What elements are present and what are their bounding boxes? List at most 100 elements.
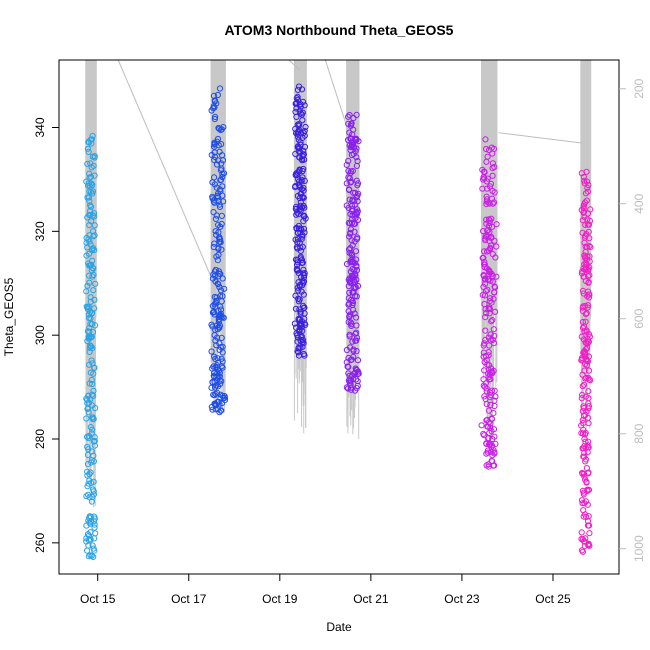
data-point <box>294 93 301 101</box>
data-point <box>294 133 301 140</box>
data-point <box>491 397 498 404</box>
data-point <box>84 160 91 167</box>
data-point <box>84 145 92 152</box>
data-point <box>485 423 492 430</box>
data-point <box>350 189 357 196</box>
data-point <box>296 326 303 333</box>
data-point <box>488 223 496 230</box>
data-point <box>354 216 362 223</box>
data-point <box>217 344 224 351</box>
data-point <box>581 177 588 184</box>
data-point <box>482 280 489 287</box>
data-point <box>84 405 91 412</box>
data-point <box>216 377 223 384</box>
data-point <box>486 229 493 236</box>
data-point <box>487 180 495 187</box>
data-point <box>88 182 96 189</box>
data-point <box>582 498 590 505</box>
data-point <box>211 272 218 279</box>
data-point <box>482 136 489 143</box>
data-point <box>583 408 590 415</box>
data-point <box>293 170 300 177</box>
data-point <box>353 111 360 119</box>
data-point <box>211 301 218 308</box>
data-point <box>86 170 93 177</box>
data-point <box>478 422 485 429</box>
data-point <box>211 97 219 104</box>
data-point <box>483 198 490 205</box>
data-point <box>217 186 224 193</box>
data-point <box>88 391 96 398</box>
data-point <box>354 158 361 165</box>
data-point <box>482 233 489 240</box>
data-point <box>354 282 362 290</box>
data-point <box>582 190 590 197</box>
data-point <box>296 102 303 109</box>
data-point <box>586 258 593 265</box>
data-point <box>486 305 493 313</box>
data-point <box>349 252 356 259</box>
data-point <box>489 150 496 157</box>
data-point <box>293 113 300 121</box>
data-point <box>86 513 93 520</box>
data-point <box>88 479 95 486</box>
data-point <box>214 91 221 99</box>
y-tick-label: 300 <box>33 325 47 345</box>
data-point <box>300 304 307 312</box>
data-point <box>86 361 93 368</box>
data-point <box>84 282 91 289</box>
data-point <box>483 309 490 317</box>
data-point <box>352 314 360 321</box>
data-point <box>211 199 218 206</box>
data-point <box>583 478 590 485</box>
x-tick-label: Oct 19 <box>262 592 298 606</box>
x-axis: Oct 15 Oct 17 Oct 19 Oct 21 Oct 23 Oct 25 <box>80 573 571 606</box>
data-point <box>583 362 591 369</box>
data-point <box>579 383 586 390</box>
data-point <box>348 178 355 185</box>
data-point <box>351 260 358 267</box>
data-point <box>490 199 498 206</box>
data-point <box>353 154 360 161</box>
data-point <box>345 204 352 211</box>
data-point <box>298 273 305 281</box>
data-point <box>86 494 93 501</box>
data-point <box>482 288 490 295</box>
data-point <box>353 136 360 143</box>
data-point <box>87 188 95 195</box>
data-point <box>85 409 92 416</box>
data-point <box>480 430 487 437</box>
data-point <box>353 348 360 355</box>
data-point <box>493 221 500 228</box>
data-point <box>353 329 360 336</box>
data-point <box>583 327 590 334</box>
data-point <box>585 388 592 395</box>
data-point <box>489 172 496 179</box>
data-point <box>90 287 97 294</box>
data-point <box>220 198 227 205</box>
data-point <box>220 170 228 177</box>
data-point <box>489 435 496 443</box>
data-point <box>221 393 228 400</box>
data-point <box>212 228 219 235</box>
data-point <box>582 393 590 400</box>
data-point <box>91 524 98 531</box>
data-point <box>91 442 99 449</box>
x-tick-label: Oct 25 <box>535 592 571 606</box>
data-point <box>218 141 225 148</box>
data-point <box>294 236 302 243</box>
data-point <box>90 271 97 278</box>
data-point <box>302 123 309 131</box>
data-point <box>292 205 299 213</box>
connector-line <box>117 59 215 284</box>
data-point <box>212 113 219 121</box>
data-point <box>353 322 360 329</box>
data-point <box>84 547 91 554</box>
data-point <box>211 181 218 188</box>
data-point <box>584 501 591 508</box>
data-point <box>352 248 360 255</box>
data-point <box>585 228 592 235</box>
data-point <box>484 185 491 192</box>
data-point <box>481 169 488 176</box>
